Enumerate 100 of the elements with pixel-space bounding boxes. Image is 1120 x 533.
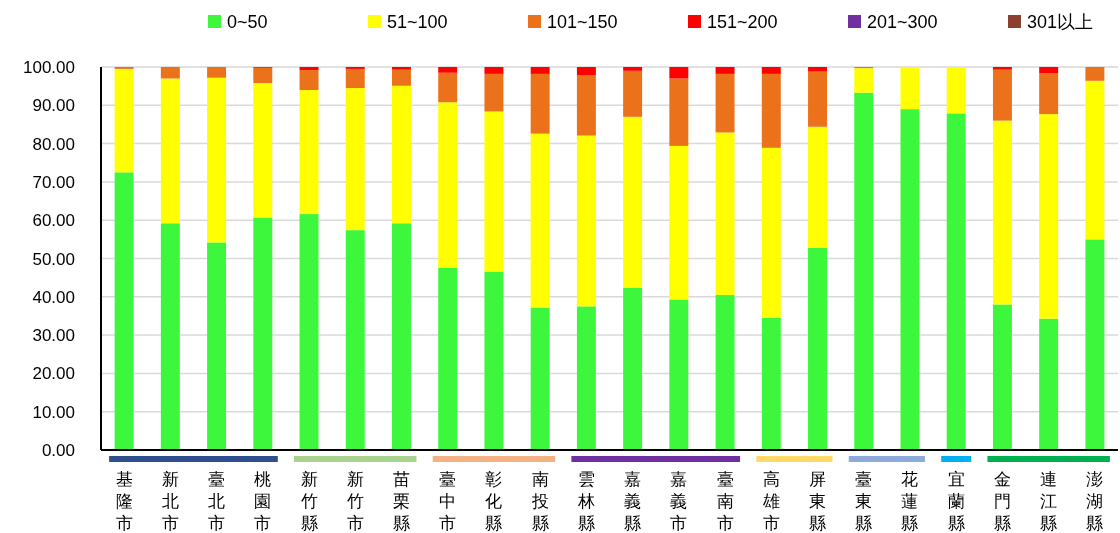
bar — [207, 67, 227, 78]
bar — [160, 67, 180, 79]
y-tick-label: 10.00 — [32, 402, 75, 422]
y-tick-label: 80.00 — [32, 134, 75, 154]
x-tick-label: 臺中市 — [439, 470, 457, 533]
legend-label: 0~50 — [227, 12, 268, 32]
bar — [484, 67, 504, 74]
y-tick-label: 40.00 — [32, 287, 75, 307]
bar — [438, 67, 458, 73]
bar — [576, 306, 596, 450]
bar — [438, 267, 458, 450]
x-tick-label: 苗栗縣 — [392, 470, 410, 533]
bar — [160, 223, 180, 450]
bar — [576, 75, 596, 136]
bar — [530, 67, 550, 74]
legend-label: 101~150 — [547, 12, 618, 32]
x-tick-label: 新北市 — [161, 470, 179, 533]
x-tick-label: 桃園市 — [254, 470, 272, 533]
bar — [392, 67, 411, 70]
x-tick-label: 雲林縣 — [576, 470, 595, 533]
bar — [761, 73, 781, 148]
y-tick-label: 50.00 — [32, 249, 75, 269]
x-tick-label: 嘉義縣 — [624, 470, 642, 533]
bar — [669, 299, 689, 450]
x-tick-label: 新竹縣 — [300, 470, 318, 533]
x-tick-label: 臺東縣 — [855, 470, 873, 533]
x-tick-label: 澎湖縣 — [1086, 470, 1104, 533]
bar — [345, 88, 365, 231]
bar — [761, 147, 781, 318]
bar — [1085, 239, 1105, 450]
bar — [530, 307, 550, 450]
bar — [900, 67, 920, 110]
bar — [253, 83, 273, 218]
bar — [1039, 114, 1059, 319]
bar — [715, 73, 735, 133]
bar — [992, 120, 1012, 305]
bar — [530, 133, 550, 308]
bar — [715, 132, 735, 295]
bar — [715, 67, 735, 74]
bar — [992, 67, 1012, 70]
y-tick-label: 20.00 — [32, 364, 75, 384]
bar — [946, 113, 966, 450]
bar — [623, 116, 643, 288]
bar — [761, 317, 781, 450]
y-tick-label: 0.00 — [41, 441, 75, 460]
bar — [1039, 318, 1059, 450]
bar — [299, 89, 319, 215]
bar — [1085, 67, 1105, 81]
y-tick-label: 60.00 — [32, 211, 75, 231]
x-tick-label: 新竹市 — [346, 470, 364, 533]
bar — [1039, 73, 1059, 115]
x-tick-label: 宜蘭縣 — [947, 470, 965, 533]
x-tick-label: 基隆市 — [115, 470, 133, 533]
bar — [715, 294, 735, 450]
bar — [484, 111, 504, 272]
bar — [623, 67, 643, 71]
bar — [1039, 67, 1059, 74]
bar — [669, 78, 689, 146]
bar — [207, 242, 227, 450]
bar — [392, 223, 411, 450]
bar — [854, 68, 874, 93]
bar — [808, 71, 827, 127]
x-tick-label: 高雄市 — [761, 470, 780, 533]
bar — [808, 247, 827, 450]
bar — [253, 67, 273, 84]
x-tick-label: 臺北市 — [208, 470, 226, 533]
x-tick-label: 花蓮縣 — [901, 470, 919, 533]
bar — [576, 135, 596, 307]
bar — [900, 109, 920, 450]
bar — [392, 85, 411, 224]
x-tick-label: 嘉義市 — [670, 470, 688, 533]
bar — [345, 68, 365, 89]
bar — [253, 217, 273, 450]
x-tick-label: 連江縣 — [1040, 470, 1058, 533]
bar — [808, 126, 827, 248]
legend-label: 201~300 — [867, 12, 938, 32]
bar — [946, 67, 966, 114]
bar — [438, 102, 458, 268]
x-tick-label: 彰化縣 — [485, 470, 503, 533]
bar — [207, 77, 227, 243]
legend-label: 51~100 — [387, 12, 448, 32]
bar — [345, 230, 365, 450]
bar — [484, 271, 504, 450]
bar — [299, 70, 319, 90]
bar — [623, 287, 643, 450]
bar — [669, 67, 689, 79]
y-tick-label: 90.00 — [32, 96, 75, 116]
bar — [484, 73, 504, 112]
bar — [623, 70, 643, 117]
bar — [854, 92, 874, 450]
bar — [576, 67, 596, 76]
x-tick-label: 臺南市 — [716, 470, 734, 533]
y-tick-label: 100.00 — [23, 58, 75, 77]
bar — [530, 73, 550, 134]
bar — [992, 69, 1012, 121]
bar — [114, 172, 134, 450]
legend-label: 301以上 — [1027, 12, 1094, 32]
bar — [299, 67, 319, 71]
bar — [392, 69, 411, 86]
bar — [160, 78, 180, 224]
